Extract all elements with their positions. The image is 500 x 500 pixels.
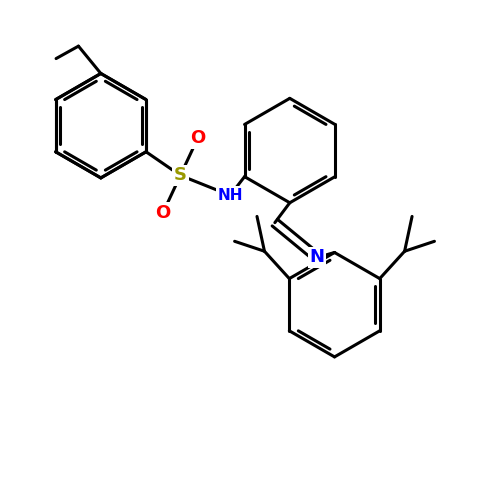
Text: N: N: [310, 248, 324, 266]
Text: S: S: [174, 166, 187, 184]
Text: O: O: [190, 129, 206, 147]
Text: NH: NH: [218, 188, 243, 203]
Text: O: O: [156, 204, 170, 222]
